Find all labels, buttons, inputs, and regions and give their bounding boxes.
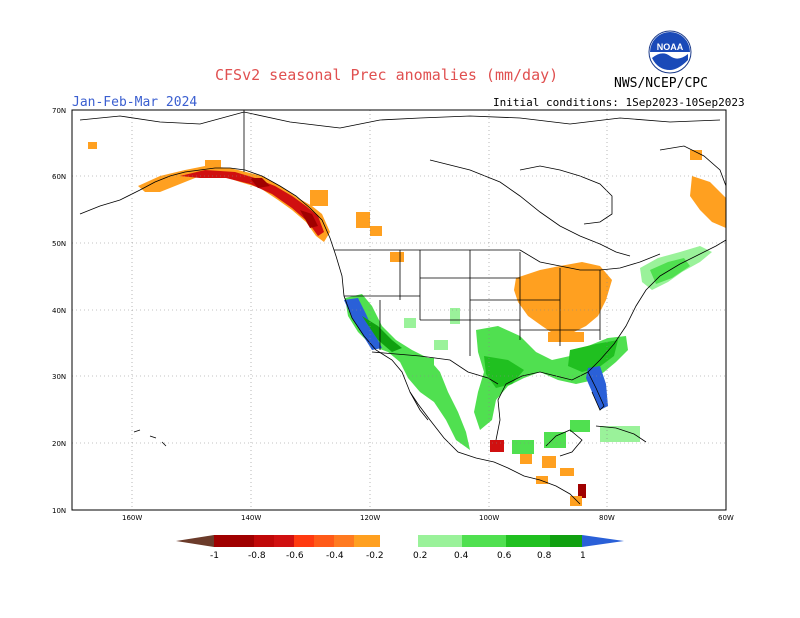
colorbar: -1 -0.8 -0.6 -0.4 -0.2 0.2 0.4 0.6 0.8 1 (176, 535, 624, 561)
lon-label: 160W (122, 514, 142, 522)
forecast-period: Jan-Feb-Mar 2024 (72, 95, 198, 110)
colorbar-cell (214, 535, 234, 547)
dry-anomaly-midwest (514, 262, 612, 334)
wet-anomaly-florida (586, 366, 608, 410)
lon-label: 60W (718, 514, 734, 522)
colorbar-cell (484, 535, 506, 547)
initial-conditions: Initial conditions: 1Sep2023-10Sep2023 (493, 96, 745, 109)
logo-text: NOAA (657, 42, 684, 52)
colorbar-label: 1 (580, 551, 586, 561)
colorbar-label: -1 (210, 551, 219, 561)
colorbar-cell (440, 535, 462, 547)
colorbar-label: 0.2 (413, 551, 427, 561)
colorbar-cell (550, 535, 582, 547)
noaa-logo-icon: NOAA (648, 30, 692, 74)
anomaly-patches (88, 142, 726, 506)
dry-anomaly-labrador (690, 176, 726, 228)
lat-label: 20N (52, 440, 66, 448)
lat-label: 30N (52, 373, 66, 381)
agency-label: NWS/NCEP/CPC (614, 76, 708, 91)
wet-anomaly-northeast-2 (650, 258, 690, 284)
colorbar-label: 0.4 (454, 551, 469, 561)
lon-label: 80W (599, 514, 615, 522)
wet-anomaly-west-dark (362, 316, 402, 352)
colorbar-cell (462, 535, 484, 547)
wet-anomaly-west-blue (344, 298, 382, 350)
lon-label: 140W (241, 514, 261, 522)
colorbar-label: -0.2 (366, 551, 384, 561)
latitude-labels: 70N 60N 50N 40N 30N 20N 10N (52, 107, 66, 515)
colorbar-cell (528, 535, 550, 547)
colorbar-cell (506, 535, 528, 547)
wet-anomaly-se-dark (568, 340, 618, 372)
colorbar-label: -0.6 (286, 551, 304, 561)
coastlines (79, 111, 727, 505)
colorbar-label: 0.8 (537, 551, 552, 561)
colorbar-cell (418, 535, 440, 547)
longitude-labels: 160W 140W 120W 100W 80W 60W (122, 514, 734, 522)
colorbar-cell (234, 535, 254, 547)
colorbar-cell (354, 535, 380, 547)
lat-label: 70N (52, 107, 66, 115)
colorbar-high-arrow (582, 535, 624, 547)
colorbar-cell (274, 535, 294, 547)
dry-strong-alaska (180, 170, 324, 236)
colorbar-cell (380, 535, 418, 547)
dry-alaska-peak (250, 178, 318, 228)
colorbar-cell (294, 535, 314, 547)
colorbar-label: -0.4 (326, 551, 344, 561)
lat-label: 10N (52, 507, 66, 515)
map-title: CFSv2 seasonal Prec anomalies (mm/day) (215, 66, 559, 84)
borders (243, 110, 661, 385)
map-frame (71, 109, 727, 511)
graticule (72, 110, 726, 510)
lon-label: 100W (479, 514, 499, 522)
lon-label: 120W (360, 514, 380, 522)
colorbar-label: 0.6 (497, 551, 512, 561)
colorbar-low-arrow (176, 535, 214, 547)
colorbar-cell (254, 535, 274, 547)
lat-label: 50N (52, 240, 66, 248)
colorbar-label: -0.8 (248, 551, 266, 561)
lat-label: 60N (52, 173, 66, 181)
lat-label: 40N (52, 307, 66, 315)
colorbar-cell (314, 535, 334, 547)
colorbar-cell (334, 535, 354, 547)
